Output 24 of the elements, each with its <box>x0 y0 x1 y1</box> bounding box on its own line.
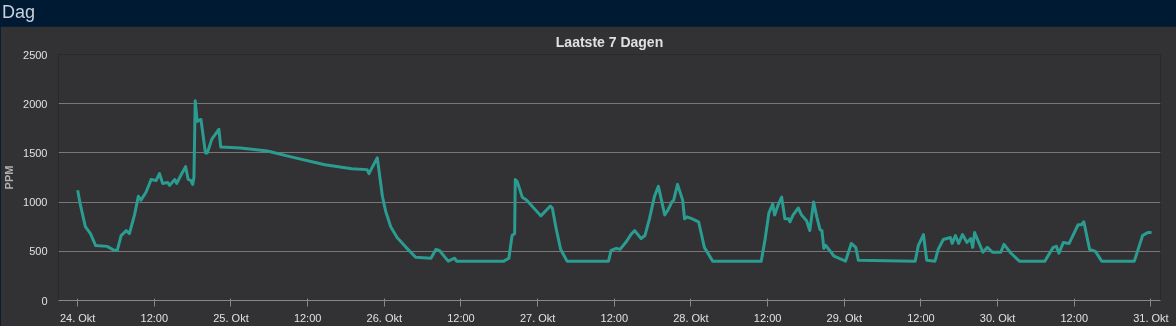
x-tick-label: 25. Okt <box>213 311 249 324</box>
y-tick-label: 1500 <box>23 146 48 159</box>
x-tick-label: 12:00 <box>293 311 322 324</box>
y-tick-label: 0 <box>41 294 48 307</box>
y-tick-label: 2500 <box>23 48 48 61</box>
x-tick-label: 12:00 <box>907 311 935 324</box>
x-tick-label: 27. Okt <box>519 311 556 324</box>
x-tick-label: 30. Okt <box>979 311 1016 324</box>
x-tick-label: 28. Okt <box>673 311 709 324</box>
x-tick-label: 12:00 <box>1060 311 1089 324</box>
y-tick-label: 1000 <box>23 196 48 209</box>
x-tick-label: 12:00 <box>753 311 782 324</box>
y-tick-label: 2000 <box>23 97 48 110</box>
x-tick-label: 12:00 <box>600 311 629 324</box>
chart-subtitle: Laatste 7 Dagen <box>555 33 664 50</box>
x-tick-label: 26. Okt <box>366 311 403 324</box>
x-tick-label: 31. Okt <box>1133 311 1169 324</box>
x-tick-label: 24. Okt <box>59 311 96 324</box>
x-tick-label: 12:00 <box>140 311 169 324</box>
y-tick-label: 500 <box>29 245 48 258</box>
chart-title: Dag <box>2 1 36 24</box>
y-axis-title: PPM <box>3 165 16 190</box>
x-tick-label: 12:00 <box>447 311 475 324</box>
x-tick-label: 29. Okt <box>826 311 863 324</box>
